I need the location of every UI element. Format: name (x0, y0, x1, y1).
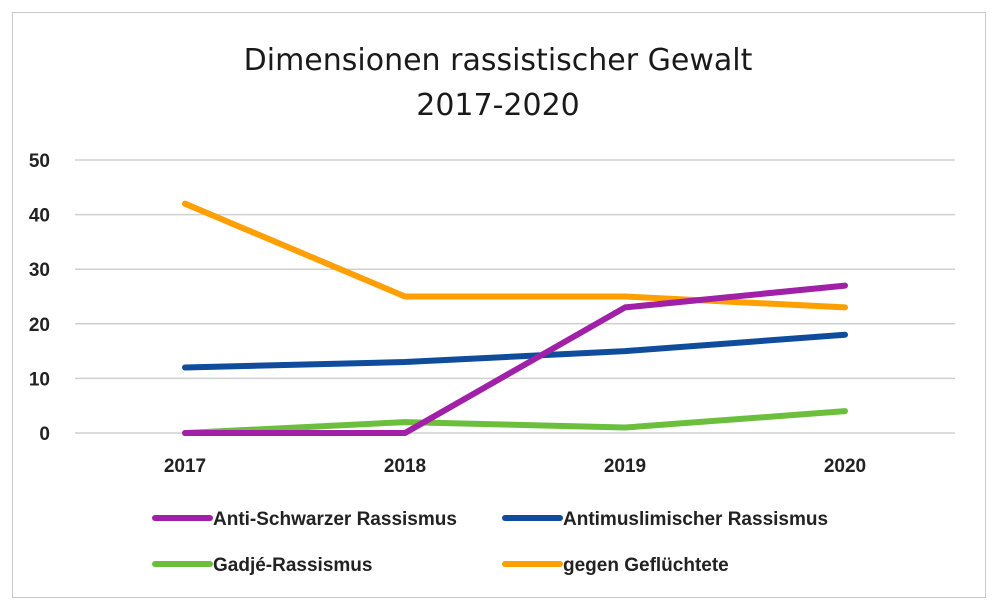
x-tick-label: 2017 (164, 456, 206, 477)
x-tick-label: 2020 (824, 456, 866, 477)
y-axis-ticks: 0 10 20 30 40 50 (29, 151, 50, 445)
y-tick-label: 0 (39, 424, 50, 445)
series-line-1 (182, 331, 848, 371)
series-lines (182, 200, 848, 436)
chart-subtitle: 2017-2020 (416, 88, 580, 123)
y-tick-label: 50 (29, 151, 50, 172)
legend: Anti-Schwarzer Rassismus Antimuslimischer… (152, 509, 828, 576)
series-line-3 (182, 200, 848, 311)
legend-label: Antimuslimischer Rassismus (563, 509, 828, 530)
legend-label: Gadjé-Rassismus (213, 555, 372, 576)
x-tick-label: 2018 (384, 456, 426, 477)
x-tick-label: 2019 (604, 456, 646, 477)
y-tick-label: 30 (29, 260, 50, 281)
legend-label: Anti-Schwarzer Rassismus (213, 509, 457, 530)
legend-label: gegen Geflüchtete (563, 555, 729, 576)
chart-title: Dimensionen rassistischer Gewalt (244, 43, 753, 78)
y-tick-label: 20 (29, 315, 50, 336)
x-axis-ticks: 2017 2018 2019 2020 (164, 456, 866, 477)
y-tick-label: 10 (29, 369, 50, 390)
series-line-2 (182, 408, 848, 436)
series-line-0 (182, 282, 848, 436)
y-tick-label: 40 (29, 206, 50, 227)
